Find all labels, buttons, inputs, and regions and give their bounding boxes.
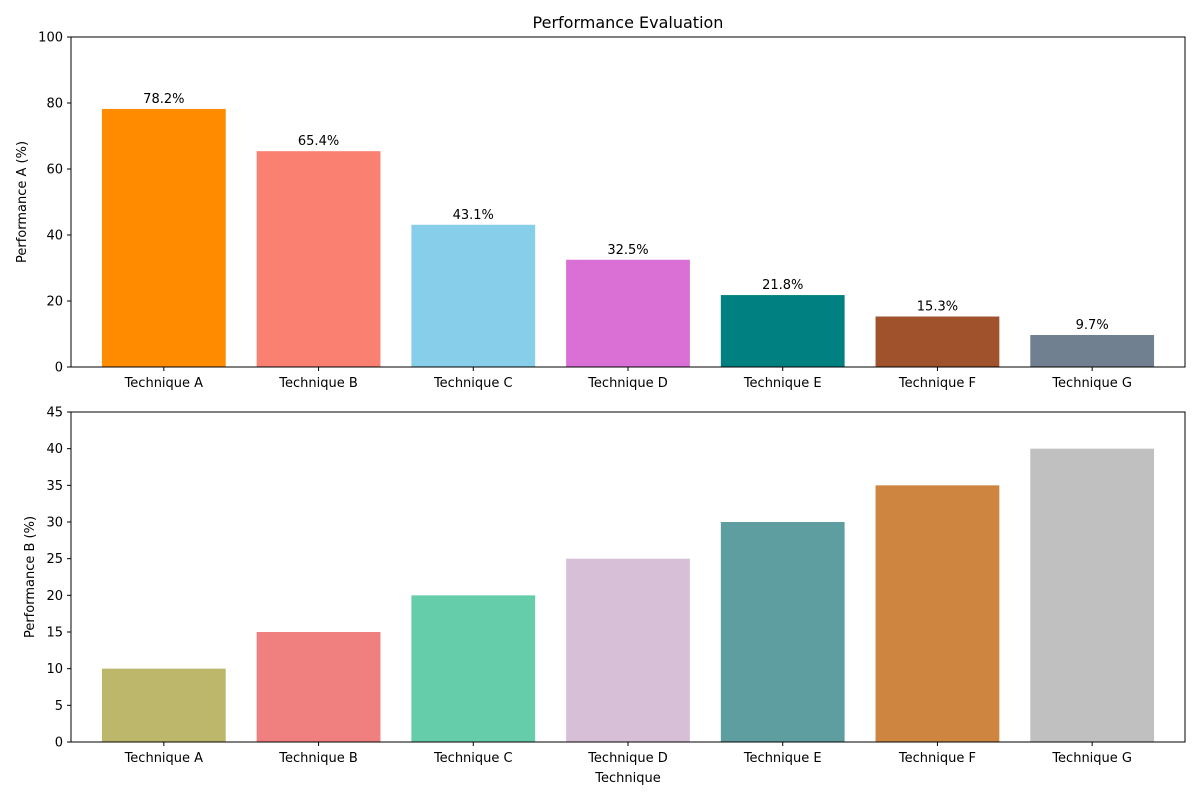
x-axis-label-b: Technique bbox=[594, 771, 660, 786]
y-tick-label: 30 bbox=[46, 516, 63, 531]
bar-a-3 bbox=[566, 259, 690, 367]
panel-performance-a: 78.2% 65.4% 43.1% 32.5% 21.8% 15.3% 9.7% 0 20 40 6… bbox=[38, 31, 1186, 391]
x-tick-label: Technique F bbox=[898, 751, 976, 766]
data-label-0: 78.2% bbox=[143, 92, 184, 107]
y-tick-label: 0 bbox=[55, 736, 63, 751]
y-tick-label: 5 bbox=[55, 699, 63, 714]
data-label-3: 32.5% bbox=[607, 243, 648, 258]
bar-b-5 bbox=[875, 485, 1000, 742]
y-tick-label: 25 bbox=[46, 552, 63, 567]
x-tick-label: Technique C bbox=[433, 751, 513, 766]
y-tick-label: 20 bbox=[46, 589, 63, 604]
bar-a-4 bbox=[720, 295, 845, 367]
panel-performance-b: 0 5 10 15 20 25 30 35 40 45 Technique A Technique B… bbox=[46, 406, 1186, 766]
y-tick-label: 45 bbox=[46, 406, 63, 421]
bar-a-2 bbox=[411, 224, 536, 367]
x-tick-label: Technique A bbox=[124, 751, 204, 766]
data-label-2: 43.1% bbox=[453, 208, 494, 223]
data-label-6: 9.7% bbox=[1076, 318, 1109, 333]
data-label-4: 21.8% bbox=[762, 278, 803, 293]
y-tick-label: 15 bbox=[46, 626, 63, 641]
bar-b-3 bbox=[566, 558, 690, 742]
bar-a-6 bbox=[1030, 334, 1155, 367]
x-tick-label: Technique D bbox=[587, 751, 668, 766]
bar-a-0 bbox=[101, 108, 226, 367]
x-tick-label: Technique D bbox=[587, 376, 668, 391]
chart-title: Performance Evaluation bbox=[533, 13, 724, 32]
bar-a-5 bbox=[875, 316, 1000, 367]
y-tick-label: 10 bbox=[46, 662, 63, 677]
x-tick-label: Technique E bbox=[743, 376, 822, 391]
data-label-1: 65.4% bbox=[298, 134, 339, 149]
y-tick-label: 100 bbox=[38, 31, 63, 46]
bar-b-6 bbox=[1030, 448, 1155, 742]
x-tick-label: Technique B bbox=[278, 751, 358, 766]
y-tick-label: 35 bbox=[46, 479, 63, 494]
x-tick-label: Technique E bbox=[743, 751, 822, 766]
y-axis-label-a: Performance A (%) bbox=[15, 141, 30, 263]
bar-b-0 bbox=[101, 668, 226, 742]
y-tick-label: 40 bbox=[46, 229, 63, 244]
bar-b-2 bbox=[411, 595, 536, 742]
x-tick-label: Technique F bbox=[898, 376, 976, 391]
y-axis-label-b: Performance B (%) bbox=[23, 516, 38, 638]
x-tick-label: Technique G bbox=[1051, 751, 1132, 766]
y-tick-label: 20 bbox=[46, 295, 63, 310]
y-tick-label: 60 bbox=[46, 163, 63, 178]
bar-b-1 bbox=[256, 632, 381, 742]
x-tick-label: Technique B bbox=[278, 376, 358, 391]
x-tick-label: Technique C bbox=[433, 376, 513, 391]
bar-b-4 bbox=[720, 522, 845, 742]
y-tick-label: 40 bbox=[46, 442, 63, 457]
x-tick-label: Technique G bbox=[1051, 376, 1132, 391]
y-tick-label: 80 bbox=[46, 97, 63, 112]
bar-a-1 bbox=[256, 151, 381, 367]
data-label-5: 15.3% bbox=[917, 300, 958, 315]
y-tick-label: 0 bbox=[55, 361, 63, 376]
x-tick-label: Technique A bbox=[124, 376, 204, 391]
